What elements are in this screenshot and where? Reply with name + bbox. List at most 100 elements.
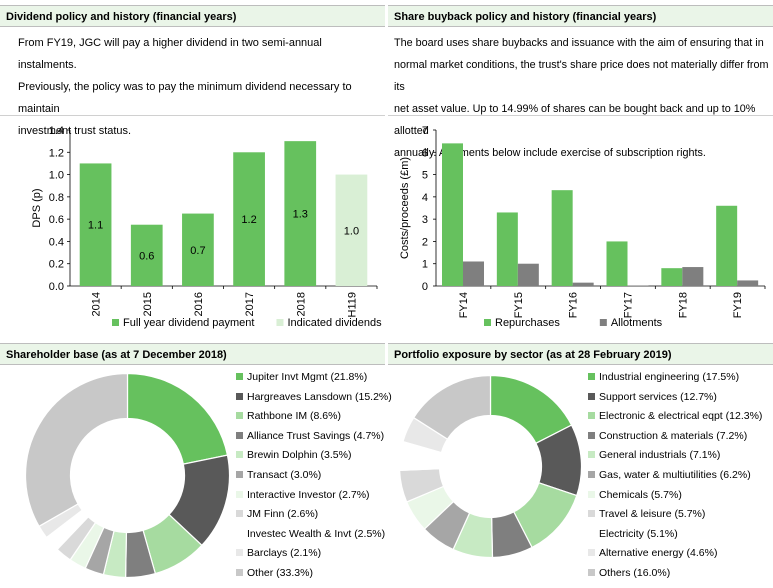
legend-swatch [112,319,119,326]
y-tick-label: 2 [422,236,428,248]
bar-allotments [737,280,759,286]
sector-panel-header: Portfolio exposure by sector (as at 28 F… [388,343,773,365]
buyback-text-line: net asset value. Up to 14.99% of shares … [394,103,756,137]
legend-label: Jupiter Invt Mgmt (21.8%) [247,371,368,383]
y-tick-label: 1 [422,259,428,271]
dividend-per-share-chart: 0.0 0.2 0.4 0.6 0.8 1.0 1.2 1.4 DPS (p) 1.1 2014 0.… [31,125,382,329]
legend-item: Investec Wealth & Invt (2.5%) [236,525,392,545]
dividend-panel: Dividend policy and history (financial y… [0,5,385,340]
legend-label: Alternative energy (4.6%) [599,547,718,560]
legend-label: Electronic & electrical eqpt (12.3%) [599,410,763,423]
legend-swatch [588,451,595,459]
shareholder-panel-header: Shareholder base (as at 7 December 2018) [0,343,385,365]
y-tick-label: 7 [422,125,428,137]
y-tick-label: 4 [422,192,428,204]
legend-label: Alliance Trust Savings (4.7%) [247,429,385,442]
bar-repurchases [551,190,573,286]
x-tick-label: FY15 [513,292,525,318]
dividend-text-line: From FY19, JGC will pay a higher dividen… [18,37,322,71]
x-tick-label: 2016 [193,292,205,316]
x-tick-label: 2018 [295,292,307,316]
legend-label: Interactive Investor (2.7%) [247,488,370,501]
legend-item: Alliance Trust Savings (4.7%) [236,427,392,447]
bar [284,141,317,286]
legend-label: Allotments [611,317,663,329]
legend-item: Industrial engineering (17.5%) [588,368,762,388]
x-tick-label: FY19 [732,292,744,318]
y-tick-label: 6 [422,147,428,159]
y-tick-label: 3 [422,214,428,226]
x-tick-label: FY17 [623,292,635,318]
legend-label: Rathbone IM (8.6%) [247,410,341,423]
bar-value-label: 1.0 [344,225,359,237]
dividend-description: From FY19, JGC will pay a higher dividen… [18,32,383,142]
bar-allotments [682,267,704,286]
y-tick-label: 1.4 [49,125,64,137]
y-tick-label: 1.2 [49,147,64,159]
legend-item: Other (33.3%) [236,564,392,584]
legend-item: Others (16.0%) [588,564,762,584]
legend-label: Gas, water & multiutilities (6.2%) [599,468,751,481]
legend-swatch [236,510,243,518]
bar-allotments [572,282,594,286]
legend-label: Chemicals (5.7%) [599,488,682,501]
bar-value-label: 0.6 [139,250,154,262]
sector-legend: Industrial engineering (17.5%) Support se… [588,368,762,584]
legend-item: Chemicals (5.7%) [588,486,762,506]
legend-swatch [236,412,243,420]
legend-swatch [599,319,607,326]
x-tick-label: FY14 [458,292,470,318]
x-tick-label: H119 [346,292,358,317]
legend-item: Rathbone IM (8.6%) [236,407,392,427]
buyback-text-line: normal market conditions, the trust's sh… [394,59,769,93]
section-divider [0,115,385,116]
legend-label: Investec Wealth & Invt (2.5%) [247,527,386,540]
bar-repurchases [606,241,628,286]
legend-label: Full year dividend payment [123,317,254,329]
x-tick-label: 2015 [142,292,154,316]
donut-slice [126,372,229,465]
legend-label: General industrials (7.1%) [599,449,721,462]
legend-swatch [236,490,243,498]
bar-repurchases [496,212,518,286]
bar-value-label: 0.7 [190,245,205,257]
bar [130,224,163,286]
y-tick-label: 0.6 [49,214,64,226]
sector-donut-chart [398,374,583,559]
legend-label: Transact (3.0%) [247,468,322,481]
legend-item: Transact (3.0%) [236,466,392,486]
legend-item: Interactive Investor (2.7%) [236,486,392,506]
legend-swatch [588,431,595,439]
buyback-text-line: annually. Allotments below include exerc… [394,147,706,159]
buyback-panel-header: Share buyback policy and history (financ… [388,5,773,27]
dividend-text-line: investment trust status. [18,125,132,137]
legend-label: Electricity (5.1%) [599,527,678,540]
legend-swatch [236,549,243,557]
bar-repurchases [661,268,683,286]
bar [79,163,112,286]
legend-swatch [236,392,243,400]
shareholder-donut-chart [24,372,231,579]
legend-swatch [236,470,243,478]
donut-slice [412,374,492,440]
legend-swatch [236,529,243,537]
bar-value-label: 1.3 [293,209,308,221]
legend-swatch [236,373,243,380]
legend-item: Gas, water & multiutilities (6.2%) [588,466,762,486]
legend-swatch [588,490,595,498]
buyback-text-line: The board uses share buybacks and issuan… [394,37,764,49]
legend-label: Barclays (2.1%) [247,547,322,560]
x-tick-label: 2017 [244,292,256,316]
legend-swatch [588,470,595,478]
legend-item: Travel & leisure (5.7%) [588,505,762,525]
section-divider [388,115,773,116]
bar-allotments [517,263,539,286]
bar-repurchases [442,143,463,286]
buyback-panel: Share buyback policy and history (financ… [388,5,773,340]
legend-swatch [236,451,243,459]
legend-item: Jupiter Invt Mgmt (21.8%) [236,368,392,388]
y-tick-label: 0.4 [49,236,64,248]
legend-label: Brewin Dolphin (3.5%) [247,449,352,462]
legend-swatch [588,373,595,380]
legend-label: Travel & leisure (5.7%) [599,508,706,521]
